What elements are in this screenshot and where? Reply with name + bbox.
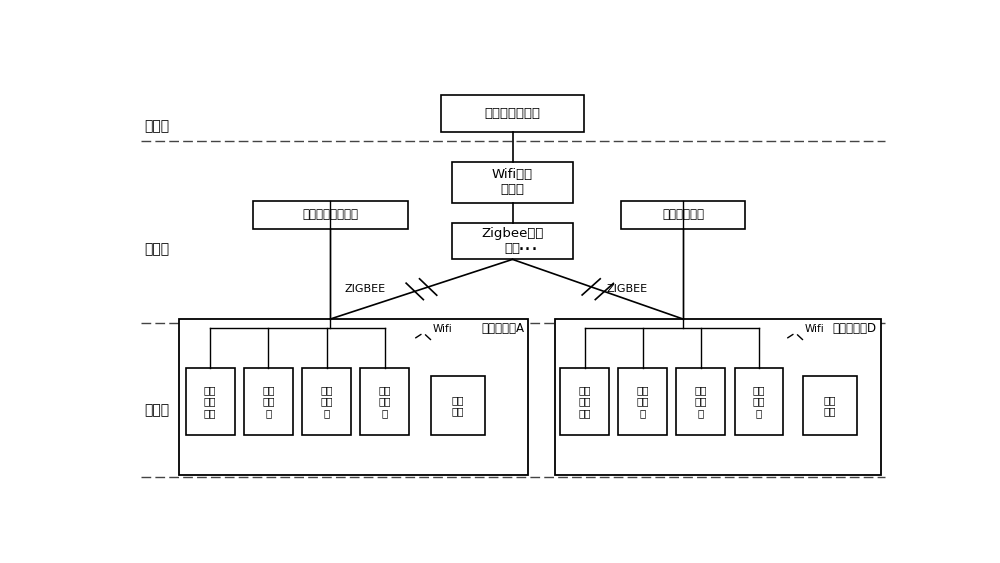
Text: 无线采集传输: 无线采集传输 xyxy=(662,208,704,221)
Text: 视频
探头: 视频 探头 xyxy=(452,395,464,417)
Text: ZIGBEE: ZIGBEE xyxy=(345,284,386,294)
Bar xyxy=(360,368,409,435)
Text: 紫外
线传
感器: 紫外 线传 感器 xyxy=(204,385,216,418)
Text: Wifi: Wifi xyxy=(805,324,824,334)
Bar xyxy=(676,368,725,435)
Bar xyxy=(431,377,485,435)
Text: 温度
传感
器: 温度 传感 器 xyxy=(262,385,275,418)
Bar xyxy=(735,368,783,435)
Text: 湿度
传感
器: 湿度 传感 器 xyxy=(695,385,707,418)
Bar xyxy=(441,95,584,132)
Text: Wifi无线
路由器: Wifi无线 路由器 xyxy=(492,168,533,196)
Text: ZIGBEE: ZIGBEE xyxy=(607,284,648,294)
Text: 紫外
线传
感器: 紫外 线传 感器 xyxy=(578,385,591,418)
Text: ···: ··· xyxy=(518,240,538,260)
Bar xyxy=(560,368,609,435)
Text: 湿度
传感
器: 湿度 传感 器 xyxy=(320,385,333,418)
Text: 光照
传感
器: 光照 传感 器 xyxy=(753,385,765,418)
Text: 应用层: 应用层 xyxy=(144,119,170,133)
Text: 温度
传感
器: 温度 传感 器 xyxy=(636,385,649,418)
Text: 监控中心服务器: 监控中心服务器 xyxy=(484,106,540,119)
Text: 对比试验箱A: 对比试验箱A xyxy=(481,323,524,336)
Bar xyxy=(618,368,667,435)
Bar xyxy=(253,201,408,229)
Bar xyxy=(621,201,745,229)
Text: 光照
传感
器: 光照 传感 器 xyxy=(378,385,391,418)
Text: 无线采集传输设备: 无线采集传输设备 xyxy=(302,208,358,221)
Bar xyxy=(186,368,235,435)
Bar xyxy=(452,162,573,203)
Bar xyxy=(452,222,573,260)
Text: 通讯层: 通讯层 xyxy=(144,243,170,257)
Text: 对比试验箱D: 对比试验箱D xyxy=(833,323,877,336)
Bar xyxy=(555,319,881,475)
Bar xyxy=(179,319,528,475)
Text: Wifi: Wifi xyxy=(433,324,452,334)
Text: Zigbee无线
网关: Zigbee无线 网关 xyxy=(481,227,544,255)
Bar xyxy=(302,368,351,435)
Text: 视频
探头: 视频 探头 xyxy=(824,395,836,417)
Text: 传感层: 传感层 xyxy=(144,403,170,417)
Bar xyxy=(803,377,857,435)
Bar xyxy=(244,368,293,435)
